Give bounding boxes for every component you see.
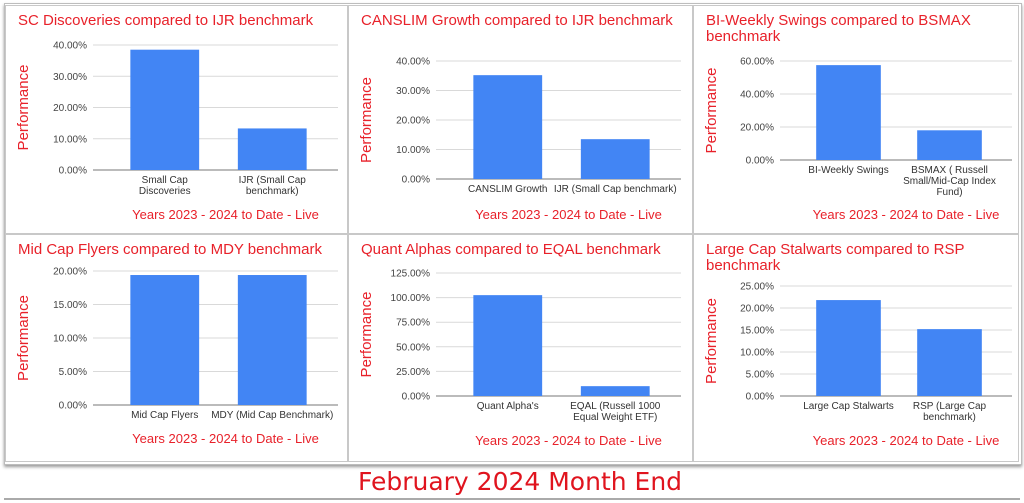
y-axis-label: Performance <box>358 292 375 378</box>
y-tick-label: 30.00% <box>396 86 430 97</box>
bar <box>917 329 982 396</box>
chart-svg: 0.00% 5.00% 10.00% 15.00% 20.00% 25.00% Large … <box>703 282 1012 448</box>
chart-title: Mid Cap Flyers compared to MDY benchmark <box>18 241 322 258</box>
y-tick-label: 25.00% <box>740 282 774 293</box>
chart-panel: 0.00% 5.00% 10.00% 15.00% 20.00% Mid Cap Flye… <box>5 234 348 462</box>
x-category-label: Mid Cap Flyers <box>131 410 198 421</box>
bar <box>580 386 650 396</box>
chart-title: Quant Alphas compared to EQAL benchmark <box>361 241 661 258</box>
x-category-label: RSP (Large Cap benchmark) <box>913 401 987 423</box>
chart-panel: 0.00% 10.00% 20.00% 30.00% 40.00% Small Cap Di… <box>5 5 348 234</box>
y-tick-label: 40.00% <box>740 90 774 101</box>
y-tick-label: 5.00% <box>746 370 774 381</box>
y-tick-label: 125.00% <box>391 269 431 280</box>
y-tick-label: 50.00% <box>396 342 430 353</box>
y-tick-label: 15.00% <box>740 326 774 337</box>
x-axis-label: Years 2023 - 2024 to Date - Live <box>132 431 319 446</box>
x-category-label: BSMAX ( Russell Small/Mid-Cap Index Fund) <box>903 165 996 198</box>
x-axis-label: Years 2023 - 2024 to Date - Live <box>475 433 662 448</box>
x-category-label: IJR (Small Cap benchmark) <box>554 184 677 195</box>
y-tick-label: 10.00% <box>53 334 87 345</box>
bar <box>130 49 200 170</box>
y-tick-label: 40.00% <box>53 41 87 52</box>
y-axis-label: Performance <box>15 65 32 151</box>
chart-title: Large Cap Stalwarts compared to RSP benc… <box>706 241 965 274</box>
x-axis-label: Years 2023 - 2024 to Date - Live <box>475 207 662 222</box>
x-category-label: Quant Alpha's <box>477 401 539 412</box>
y-tick-label: 75.00% <box>396 318 430 329</box>
y-tick-label: 10.00% <box>740 348 774 359</box>
chart-panel: 0.00% 25.00% 50.00% 75.00% 100.00% 125.00% Qua… <box>348 234 693 462</box>
x-category-label: IJR (Small Cap benchmark) <box>239 175 307 197</box>
x-category-label: Large Cap Stalwarts <box>803 401 894 412</box>
month-end-caption: February 2024 Month End <box>357 467 683 496</box>
x-axis-label: Years 2023 - 2024 to Date - Live <box>813 433 1000 448</box>
y-axis-label: Performance <box>703 298 720 384</box>
x-category-label: MDY (Mid Cap Benchmark) <box>211 410 333 421</box>
chart-title: CANSLIM Growth compared to IJR benchmark <box>361 12 673 29</box>
bar <box>237 275 307 405</box>
y-tick-label: 20.00% <box>740 304 774 315</box>
y-tick-label: 25.00% <box>396 367 430 378</box>
y-tick-label: 0.00% <box>746 392 774 403</box>
chart-panel: 0.00% 20.00% 40.00% 60.00% BI-Weekly Swings B… <box>693 5 1019 234</box>
y-tick-label: 15.00% <box>53 300 87 311</box>
bar <box>816 300 881 396</box>
y-tick-label: 20.00% <box>53 267 87 278</box>
chart-title: SC Discoveries compared to IJR benchmark <box>18 12 314 29</box>
y-axis-label: Performance <box>15 295 32 381</box>
y-tick-label: 20.00% <box>740 123 774 134</box>
y-tick-label: 20.00% <box>53 103 87 114</box>
y-tick-label: 0.00% <box>402 392 430 403</box>
bar <box>473 295 543 396</box>
chart-svg: 0.00% 25.00% 50.00% 75.00% 100.00% 125.00% Qua… <box>358 269 681 448</box>
x-category-label: EQAL (Russell 1000 Equal Weight ETF) <box>570 401 661 423</box>
chart-panel: 0.00% 5.00% 10.00% 15.00% 20.00% 25.00% Large … <box>693 234 1019 462</box>
y-tick-label: 10.00% <box>53 134 87 145</box>
x-category-label: BI-Weekly Swings <box>808 165 888 176</box>
chart-svg: 0.00% 10.00% 20.00% 30.00% 40.00% Small Cap Di… <box>15 41 338 222</box>
chart-svg: 0.00% 10.00% 20.00% 30.00% 40.00% CANSLIM Gro… <box>358 57 681 222</box>
y-tick-label: 0.00% <box>59 166 87 177</box>
bar <box>580 139 650 179</box>
x-category-label: Small Cap Discoveries <box>139 175 191 197</box>
x-axis-label: Years 2023 - 2024 to Date - Live <box>132 207 319 222</box>
y-tick-label: 0.00% <box>746 156 774 167</box>
y-axis-label: Performance <box>703 68 720 154</box>
bar <box>237 128 307 170</box>
x-axis-label: Years 2023 - 2024 to Date - Live <box>813 207 1000 222</box>
y-tick-label: 10.00% <box>396 145 430 156</box>
y-axis-label: Performance <box>358 77 375 163</box>
y-tick-label: 30.00% <box>53 72 87 83</box>
bar <box>917 130 982 160</box>
bar <box>130 275 200 405</box>
x-category-label: CANSLIM Growth <box>468 184 547 195</box>
y-tick-label: 40.00% <box>396 57 430 68</box>
bar <box>816 65 881 160</box>
bar <box>473 75 543 179</box>
chart-title: BI-Weekly Swings compared to BSMAX bench… <box>706 12 971 45</box>
chart-panel: 0.00% 10.00% 20.00% 30.00% 40.00% CANSLIM Gro… <box>348 5 693 234</box>
y-tick-label: 5.00% <box>59 367 87 378</box>
divider <box>4 498 1020 500</box>
chart-svg: 0.00% 20.00% 40.00% 60.00% BI-Weekly Swings B… <box>703 57 1012 222</box>
y-tick-label: 0.00% <box>59 401 87 412</box>
y-tick-label: 60.00% <box>740 57 774 68</box>
y-tick-label: 0.00% <box>402 175 430 186</box>
y-tick-label: 100.00% <box>391 293 431 304</box>
chart-svg: 0.00% 5.00% 10.00% 15.00% 20.00% Mid Cap Flye… <box>15 267 338 446</box>
y-tick-label: 20.00% <box>396 116 430 127</box>
